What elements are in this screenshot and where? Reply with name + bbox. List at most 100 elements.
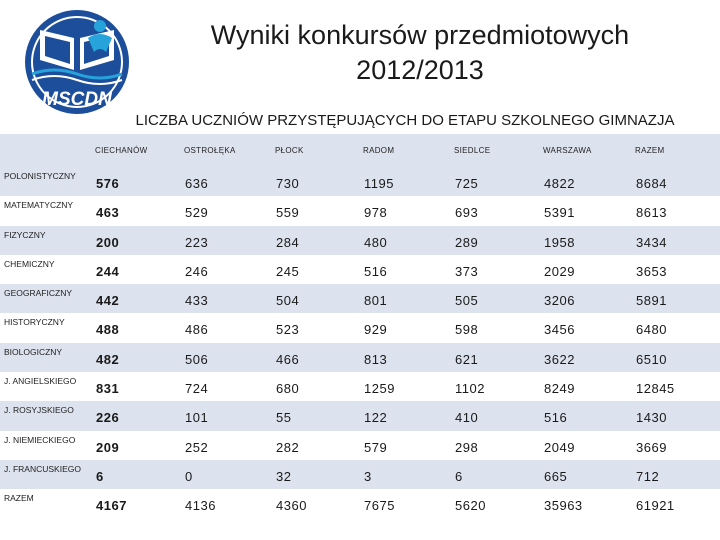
table-cell: 35963 <box>544 498 583 514</box>
table-cell: 801 <box>364 293 388 309</box>
table-cell: 466 <box>276 351 300 367</box>
column-header: CIECHANÓW <box>95 146 148 155</box>
table-row: J. FRANCUSKIEGO 6 0 32 3 6 665 712 <box>0 459 720 490</box>
table-cell: 6480 <box>636 322 667 338</box>
table-cell: 101 <box>185 410 209 426</box>
table-row: CHEMICZNY 244 246 245 516 373 2029 3653 <box>0 254 720 285</box>
table-cell: 122 <box>364 410 388 426</box>
table-cell: 244 <box>96 263 120 279</box>
table-cell: 516 <box>544 410 568 426</box>
table-cell: 3434 <box>636 234 667 250</box>
table-cell: 523 <box>276 322 300 338</box>
column-header: WARSZAWA <box>543 146 592 155</box>
header-row: CIECHANÓW OSTROŁĘKA PŁOCK RADOM SIEDLCE … <box>0 134 720 167</box>
table-cell: 4822 <box>544 176 575 191</box>
table-cell: 598 <box>455 322 479 338</box>
row-label: POLONISTYCZNY <box>4 171 76 181</box>
table-cell: 2029 <box>544 263 575 279</box>
table-cell: 200 <box>96 234 120 250</box>
table-cell: 282 <box>276 439 300 455</box>
table-cell: 6 <box>455 468 463 484</box>
table-cell: 6 <box>96 468 104 484</box>
table-cell: 2049 <box>544 439 575 455</box>
table-cell: 442 <box>96 293 120 309</box>
column-header: PŁOCK <box>275 146 304 155</box>
table-cell: 6510 <box>636 351 667 367</box>
table-cell: 1195 <box>364 176 394 191</box>
row-label: BIOLOGICZNY <box>4 346 63 357</box>
table-cell: 7675 <box>364 498 395 514</box>
row-label: CHEMICZNY <box>4 258 55 269</box>
table-cell: 0 <box>185 468 193 484</box>
table-cell: 4136 <box>185 498 216 514</box>
table-cell: 724 <box>185 381 209 397</box>
table-cell: 32 <box>276 468 292 484</box>
table-cell: 284 <box>276 234 300 250</box>
row-label: J. FRANCUSKIEGO <box>4 463 81 474</box>
table-row: GEOGRAFICZNY 442 433 504 801 505 3206 5891 <box>0 284 720 314</box>
table-cell: 410 <box>455 410 479 426</box>
table-row: J. ANGIELSKIEGO 831 724 680 1259 1102 8249 1284… <box>0 372 720 402</box>
table-cell: 665 <box>544 468 568 484</box>
title-line-1: Wyniki konkursów przedmiotowych <box>210 20 630 50</box>
row-label: J. NIEMIECKIEGO <box>4 434 76 445</box>
table-cell: 480 <box>364 234 388 250</box>
table-cell: 245 <box>276 263 300 279</box>
column-header: RAZEM <box>635 146 665 155</box>
table-cell: 61921 <box>636 498 675 514</box>
table-cell: 5620 <box>455 498 486 514</box>
table-cell: 3206 <box>544 293 575 309</box>
table-row: FIZYCZNY 200 223 284 480 289 1958 3434 <box>0 225 720 255</box>
table-cell: 8613 <box>636 205 667 221</box>
table-cell: 482 <box>96 351 120 367</box>
table-cell: 725 <box>455 176 479 191</box>
table-cell: 693 <box>455 205 479 221</box>
table-cell: 223 <box>185 234 209 250</box>
table-cell: 3 <box>364 468 372 484</box>
table-cell: 252 <box>185 439 209 455</box>
column-header: OSTROŁĘKA <box>184 146 236 155</box>
table-cell: 488 <box>96 322 120 338</box>
table-cell: 3456 <box>544 322 575 338</box>
table-row: MATEMATYCZNY 463 529 559 978 693 5391 8613 <box>0 196 720 226</box>
table-cell: 1102 <box>455 381 485 397</box>
row-label: RAZEM <box>4 493 34 504</box>
table-cell: 3622 <box>544 351 575 367</box>
table-cell: 978 <box>364 205 388 221</box>
table-cell: 579 <box>364 439 388 455</box>
table-cell: 730 <box>276 176 300 191</box>
table-cell: 712 <box>636 468 660 484</box>
table-cell: 8249 <box>544 381 575 397</box>
table-row: POLONISTYCZNY 576 636 730 1195 725 4822 8684 <box>0 167 720 197</box>
table-cell: 516 <box>364 263 388 279</box>
row-header-label: Typ konkursu <box>4 137 82 152</box>
table-cell: 3669 <box>636 439 667 455</box>
page-title: Wyniki konkursów przedmiotowych 2012/201… <box>150 18 690 88</box>
table-cell: 1430 <box>636 410 667 426</box>
table-cell: 298 <box>455 439 479 455</box>
table-row: HISTORYCZNY 488 486 523 929 598 3456 6480 <box>0 313 720 343</box>
table-cell: 505 <box>455 293 479 309</box>
table-cell: 3653 <box>636 263 667 279</box>
mscdn-logo: MSCDN <box>25 10 129 114</box>
row-label: J. ANGIELSKIEGO <box>4 376 77 387</box>
table-cell: 929 <box>364 322 388 338</box>
row-label: HISTORYCZNY <box>4 317 65 328</box>
column-header: RADOM <box>363 146 395 155</box>
column-header: SIEDLCE <box>454 146 491 155</box>
table-row: BIOLOGICZNY 482 506 466 813 621 3622 6510 <box>0 342 720 373</box>
table-cell: 226 <box>96 410 120 426</box>
table-cell: 680 <box>276 381 300 397</box>
table-cell: 506 <box>185 351 209 367</box>
table-cell: 12845 <box>636 381 675 397</box>
table-cell: 463 <box>96 205 120 221</box>
title-line-2: 2012/2013 <box>356 55 484 85</box>
table-cell: 8684 <box>636 176 667 191</box>
row-label: MATEMATYCZNY <box>4 200 74 211</box>
table-subheader: LICZBA UCZNIÓW PRZYSTĘPUJĄCYCH DO ETAPU … <box>135 112 675 129</box>
table-cell: 5391 <box>544 205 575 221</box>
table-cell: 636 <box>185 176 209 191</box>
results-table: CIECHANÓW OSTROŁĘKA PŁOCK RADOM SIEDLCE … <box>0 134 720 519</box>
table-cell: 576 <box>96 176 120 191</box>
table-cell: 559 <box>276 205 300 221</box>
